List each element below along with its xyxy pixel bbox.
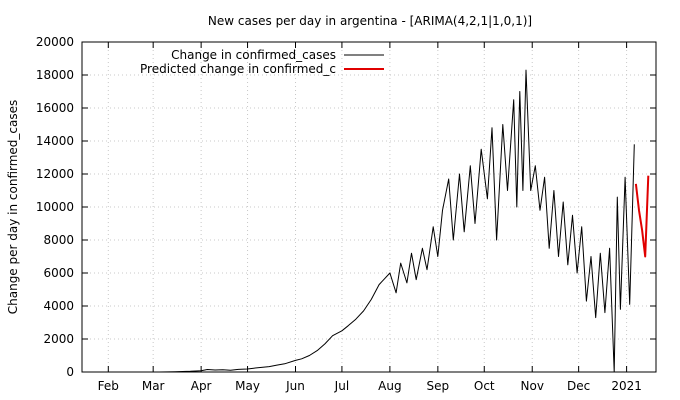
x-tick-label: Mar xyxy=(142,379,165,393)
x-tick-label: May xyxy=(235,379,260,393)
x-tick-label: Feb xyxy=(98,379,119,393)
y-axis-label: Change per day in confirmed_cases xyxy=(6,100,20,315)
y-tick-label: 18000 xyxy=(36,68,74,82)
x-tick-label: Sep xyxy=(427,379,450,393)
y-tick-label: 0 xyxy=(66,365,74,379)
x-tick-label: Dec xyxy=(567,379,590,393)
x-tick-label: Aug xyxy=(378,379,401,393)
y-tick-label: 20000 xyxy=(36,35,74,49)
series-line-1 xyxy=(159,69,635,373)
plot-frame xyxy=(81,41,657,373)
y-tick-label: 2000 xyxy=(43,332,74,346)
y-tick-label: 4000 xyxy=(43,299,74,313)
x-tick-label: Apr xyxy=(191,379,212,393)
series-line-2 xyxy=(634,175,650,258)
y-tick-label: 12000 xyxy=(36,167,74,181)
chart-title: New cases per day in argentina - [ARIMA(… xyxy=(208,14,532,28)
y-tick-label: 14000 xyxy=(36,134,74,148)
legend-label-2: Predicted change in confirmed_c xyxy=(140,62,336,76)
grid xyxy=(82,42,656,372)
x-tick-label: Jun xyxy=(285,379,305,393)
x-tick-label: Jul xyxy=(334,379,349,393)
y-tick-label: 8000 xyxy=(43,233,74,247)
x-tick-label: Oct xyxy=(474,379,495,393)
y-tick-label: 10000 xyxy=(36,200,74,214)
y-tick-label: 16000 xyxy=(36,101,74,115)
x-axis: Feb Mar Apr May Jun Jul Aug Sep Oct Nov Dec 2021 xyxy=(98,42,642,393)
legend-label-1: Change in confirmed_cases xyxy=(171,48,336,62)
y-axis: 0 2000 4000 6000 8000 10000 12000 14000 16000 180… xyxy=(36,35,656,379)
x-tick-label: Nov xyxy=(521,379,544,393)
series-group xyxy=(159,69,650,373)
x-tick-label: 2021 xyxy=(611,379,642,393)
y-tick-label: 6000 xyxy=(43,266,74,280)
